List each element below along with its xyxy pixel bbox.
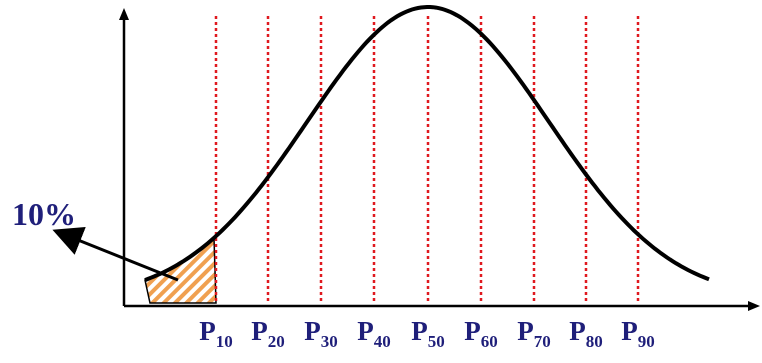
- percentile-letter: P: [304, 316, 321, 346]
- percentile-label-p60: P60: [464, 316, 498, 352]
- percentile-subscript: 30: [320, 332, 338, 351]
- percentile-lines: [214, 16, 640, 304]
- percentile-subscript: 10: [215, 332, 233, 351]
- ten-percent-label: 10%: [12, 196, 76, 232]
- percentile-label-p30: P30: [304, 316, 338, 352]
- x-axis-arrow: [748, 301, 760, 311]
- percentile-letter: P: [251, 316, 268, 346]
- percentile-label-p10: P10: [199, 316, 233, 352]
- percentile-letter: P: [569, 316, 586, 346]
- percentile-labels: P10 P20 P30 P40 P50 P60 P70 P80 P90: [0, 316, 762, 356]
- percentile-subscript: 20: [267, 332, 285, 351]
- percentile-letter: P: [464, 316, 481, 346]
- percentile-subscript: 40: [373, 332, 391, 351]
- percentile-subscript: 90: [637, 332, 655, 351]
- percentile-label-p90: P90: [621, 316, 655, 352]
- percentile-subscript: 50: [427, 332, 445, 351]
- percentile-subscript: 60: [480, 332, 498, 351]
- percentile-letter: P: [357, 316, 374, 346]
- percentile-label-p70: P70: [517, 316, 551, 352]
- y-axis-arrow: [119, 8, 129, 20]
- percentile-letter: P: [199, 316, 216, 346]
- percentile-label-p80: P80: [569, 316, 603, 352]
- percentile-label-p50: P50: [411, 316, 445, 352]
- percentile-subscript: 70: [533, 332, 551, 351]
- percentile-letter: P: [411, 316, 428, 346]
- callout-arrow: [52, 226, 179, 282]
- percentile-letter: P: [621, 316, 638, 346]
- percentile-letter: P: [517, 316, 534, 346]
- percentile-label-p40: P40: [357, 316, 391, 352]
- percentile-label-p20: P20: [251, 316, 285, 352]
- percentile-subscript: 80: [585, 332, 603, 351]
- bell-curve: [144, 5, 710, 282]
